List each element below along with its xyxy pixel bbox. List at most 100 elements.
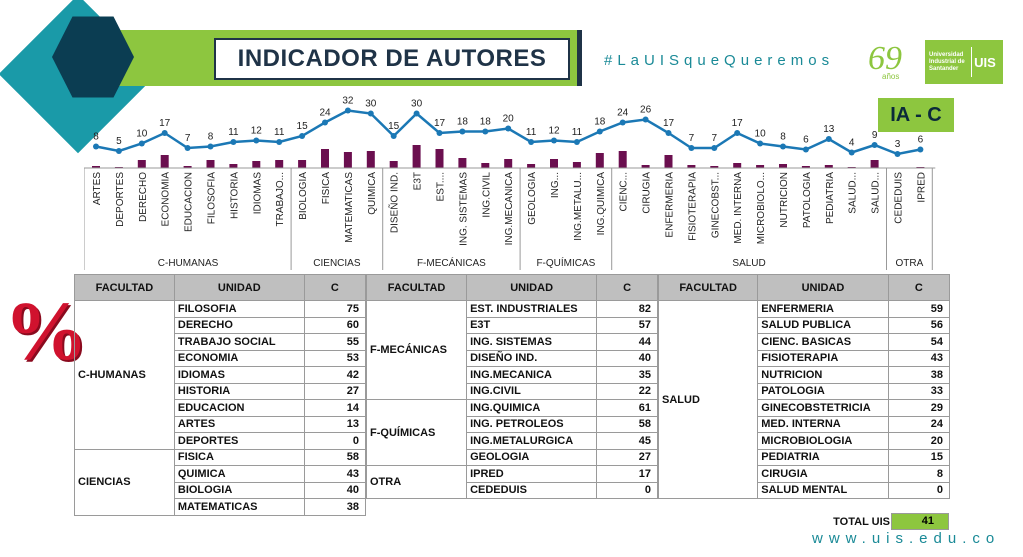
value-cell: 55	[303, 333, 367, 351]
data-label: 3	[895, 139, 901, 150]
bar	[756, 165, 765, 168]
bar	[687, 165, 696, 168]
value-cell: 17	[596, 465, 658, 483]
anniversary-logo: 69 años	[868, 40, 902, 82]
data-label: 4	[849, 138, 855, 149]
column-header: FACULTAD	[74, 274, 175, 301]
tick-label: HISTORIA	[229, 172, 240, 219]
data-label: 5	[116, 136, 122, 147]
table-row: MICROBIOLOGIA 20	[659, 432, 951, 450]
line-point	[413, 110, 420, 117]
value-cell: 54	[887, 333, 951, 351]
value-cell: 53	[303, 349, 367, 367]
bar	[595, 153, 604, 168]
unit-cell: IPRED	[466, 465, 598, 483]
value-cell: 0	[887, 481, 951, 499]
tick-label: PEDIATRIA	[825, 172, 836, 224]
line-point	[848, 149, 855, 156]
bar	[550, 159, 558, 168]
bar	[481, 163, 490, 168]
bar	[710, 166, 719, 168]
column-header: FACULTAD	[365, 274, 468, 301]
line-point	[322, 119, 328, 126]
percent-icon: %	[4, 285, 88, 378]
value-cell: 60	[303, 316, 367, 334]
data-label: 18	[594, 117, 606, 128]
bar	[183, 166, 192, 168]
unit-cell: SALUD MENTAL	[757, 481, 889, 499]
value-cell: 33	[887, 382, 951, 400]
tick-label: ARTES	[92, 172, 103, 205]
group-label: F-MECÁNICAS	[417, 256, 486, 269]
table-row: FISIOTERAPIA 43	[659, 349, 951, 367]
unit-cell: PATOLOGIA	[757, 382, 889, 400]
value-cell: 45	[596, 432, 658, 450]
unit-cell: E3T	[466, 316, 598, 334]
data-label: 26	[640, 105, 652, 116]
unit-cell: CIENC. BASICAS	[757, 333, 889, 351]
unit-cell: MATEMATICAS	[173, 498, 305, 516]
tick-label: IDIOMAS	[252, 172, 263, 215]
value-cell: 0	[596, 481, 658, 499]
group-label: F-QUÍMICAS	[536, 256, 595, 269]
tick-label: FISICA	[321, 172, 332, 205]
tick-label: EST....	[436, 172, 447, 201]
unit-cell: ECONOMIA	[173, 349, 305, 367]
tick-label: ENFERMERIA	[665, 172, 676, 238]
value-cell: 43	[303, 465, 367, 483]
value-cell: 29	[887, 399, 951, 417]
unit-cell: FILOSOFIA	[173, 300, 305, 318]
bar	[92, 166, 100, 168]
bar	[618, 151, 627, 168]
bar	[343, 152, 352, 168]
page-title-box: INDICADOR DE AUTORES	[214, 38, 570, 80]
line-point	[115, 148, 122, 154]
title-divider	[577, 30, 582, 86]
table-faculty-right: FACULTAD UNIDAD C SALUD ENFERMERIA 59 SALUD PU…	[657, 274, 951, 499]
bar	[366, 151, 375, 168]
table-row: ING.METALURGICA 45	[367, 432, 658, 450]
unit-cell: GEOLOGIA	[466, 448, 598, 466]
value-cell: 42	[303, 366, 367, 384]
table-row: EDUCACION 14	[75, 399, 367, 417]
table-row: F-MECÁNICAS EST. INDUSTRIALES 82	[365, 300, 658, 400]
tick-label: CEDEDUIS	[894, 172, 905, 224]
faculty-cell: CIENCIAS	[74, 448, 175, 516]
table-row: CIENCIAS FISICA 58	[74, 448, 367, 516]
bar	[572, 162, 581, 168]
line-point	[253, 137, 260, 144]
bar	[824, 165, 833, 168]
unit-cell: DEPORTES	[173, 432, 305, 450]
value-cell: 38	[303, 498, 367, 516]
value-cell: 40	[596, 349, 658, 367]
data-label: 9	[872, 130, 878, 141]
tick-label: E3T	[413, 172, 424, 190]
unit-cell: TRABAJO SOCIAL	[173, 333, 305, 351]
value-cell: 13	[303, 415, 367, 433]
table-faculty-left: FACULTAD UNIDAD C C-HUMANAS FILOSOFIA 75 DEREC…	[74, 274, 367, 516]
table-row: DEPORTES 0	[75, 432, 367, 450]
tick-label: SALUD...	[871, 172, 882, 214]
line-point	[802, 146, 809, 153]
unit-cell: FISICA	[173, 448, 305, 466]
table-row: F-QUÍMICAS ING.QUIMICA 61	[365, 399, 658, 466]
column-header: UNIDAD	[757, 274, 889, 301]
tick-label: ING.METALU...	[573, 172, 584, 241]
value-cell: 8	[887, 465, 951, 483]
tick-label: FILOSOFIA	[207, 172, 218, 225]
table-row: GINECOBSTETRICIA 29	[659, 399, 951, 417]
tick-label: IPRED	[916, 172, 927, 203]
line-point	[299, 133, 306, 139]
unit-cell: MED. INTERNA	[757, 415, 889, 433]
bar	[321, 149, 329, 168]
tick-label: SALUD...	[848, 172, 859, 214]
bar	[275, 160, 284, 168]
faculty-cell: F-QUÍMICAS	[365, 399, 468, 466]
data-label: 11	[274, 127, 285, 138]
value-cell: 56	[887, 316, 951, 334]
bar	[779, 164, 787, 168]
tick-label: DEPORTES	[115, 172, 126, 227]
tick-label: FISIOTERAPIA	[687, 172, 698, 241]
unit-cell: SALUD PUBLICA	[757, 316, 889, 334]
line-point	[551, 137, 557, 144]
